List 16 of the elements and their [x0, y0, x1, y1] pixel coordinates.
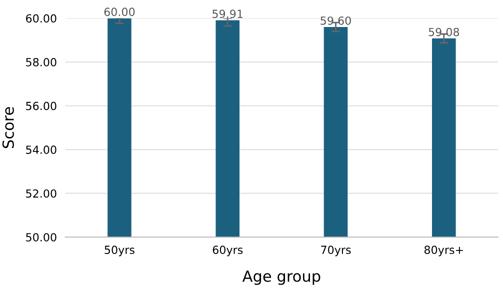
y-tick-label: 60.00 — [26, 14, 56, 23]
x-tick-label: 50yrs — [104, 246, 134, 256]
data-label: 59.60 — [320, 16, 351, 25]
data-label: 59.91 — [212, 10, 242, 18]
y-tick-label: 54.00 — [26, 146, 56, 154]
y-axis-title: Score — [2, 107, 14, 148]
y-tick-label: 52.00 — [26, 189, 56, 198]
x-axis-title: Age group — [242, 270, 320, 285]
x-tick-label: 80yrs+ — [424, 246, 463, 256]
y-tick-label: 50.00 — [26, 233, 56, 242]
data-label: 60.00 — [104, 8, 135, 16]
x-tick-label: 60yrs — [212, 246, 243, 256]
data-label: 59.08 — [428, 28, 460, 36]
y-tick-label: 56.00 — [26, 102, 56, 110]
y-tick-label: 58.00 — [26, 58, 56, 66]
x-tick-label: 70yrs — [321, 246, 351, 256]
